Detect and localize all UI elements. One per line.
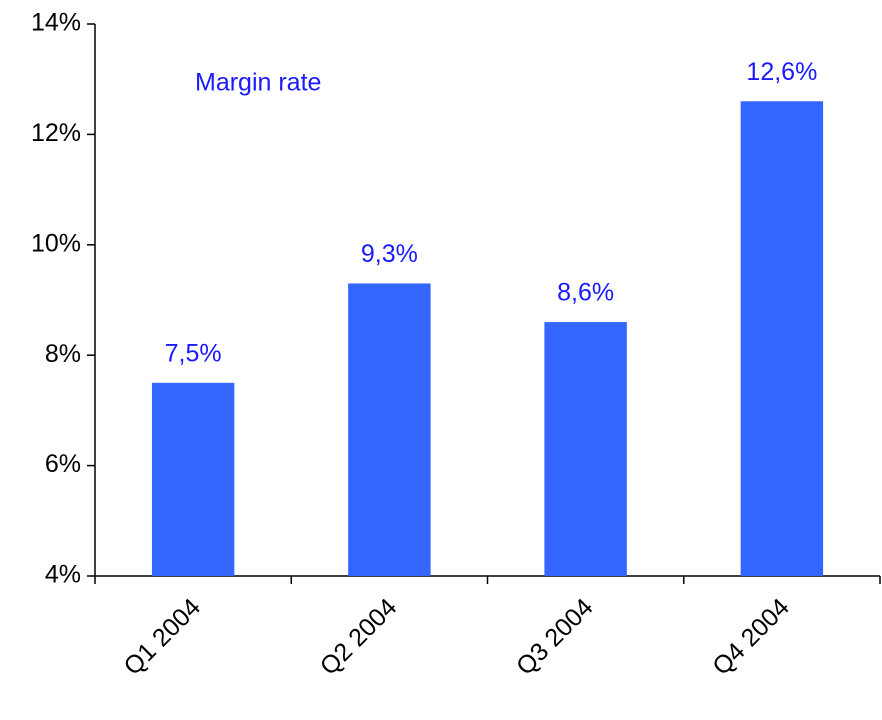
bar bbox=[151, 382, 235, 576]
x-tick-label: Q2 2004 bbox=[315, 593, 403, 681]
value-label: 7,5% bbox=[165, 339, 222, 367]
y-tick-label: 14% bbox=[31, 9, 81, 37]
bar bbox=[740, 101, 824, 576]
y-tick-label: 10% bbox=[31, 229, 81, 257]
x-tick-label: Q4 2004 bbox=[707, 593, 795, 681]
value-label: 8,6% bbox=[557, 279, 614, 307]
y-tick-label: 12% bbox=[31, 119, 81, 147]
x-tick-label: Q1 2004 bbox=[118, 593, 206, 681]
chart-title: Margin rate bbox=[195, 69, 321, 97]
y-tick-label: 8% bbox=[45, 340, 81, 368]
y-tick-label: 6% bbox=[45, 450, 81, 478]
bar bbox=[348, 283, 431, 576]
value-label: 9,3% bbox=[361, 240, 418, 268]
value-label: 12,6% bbox=[746, 58, 817, 86]
bar bbox=[544, 322, 627, 576]
x-tick-label: Q3 2004 bbox=[511, 593, 599, 681]
y-tick-label: 4% bbox=[45, 561, 81, 589]
